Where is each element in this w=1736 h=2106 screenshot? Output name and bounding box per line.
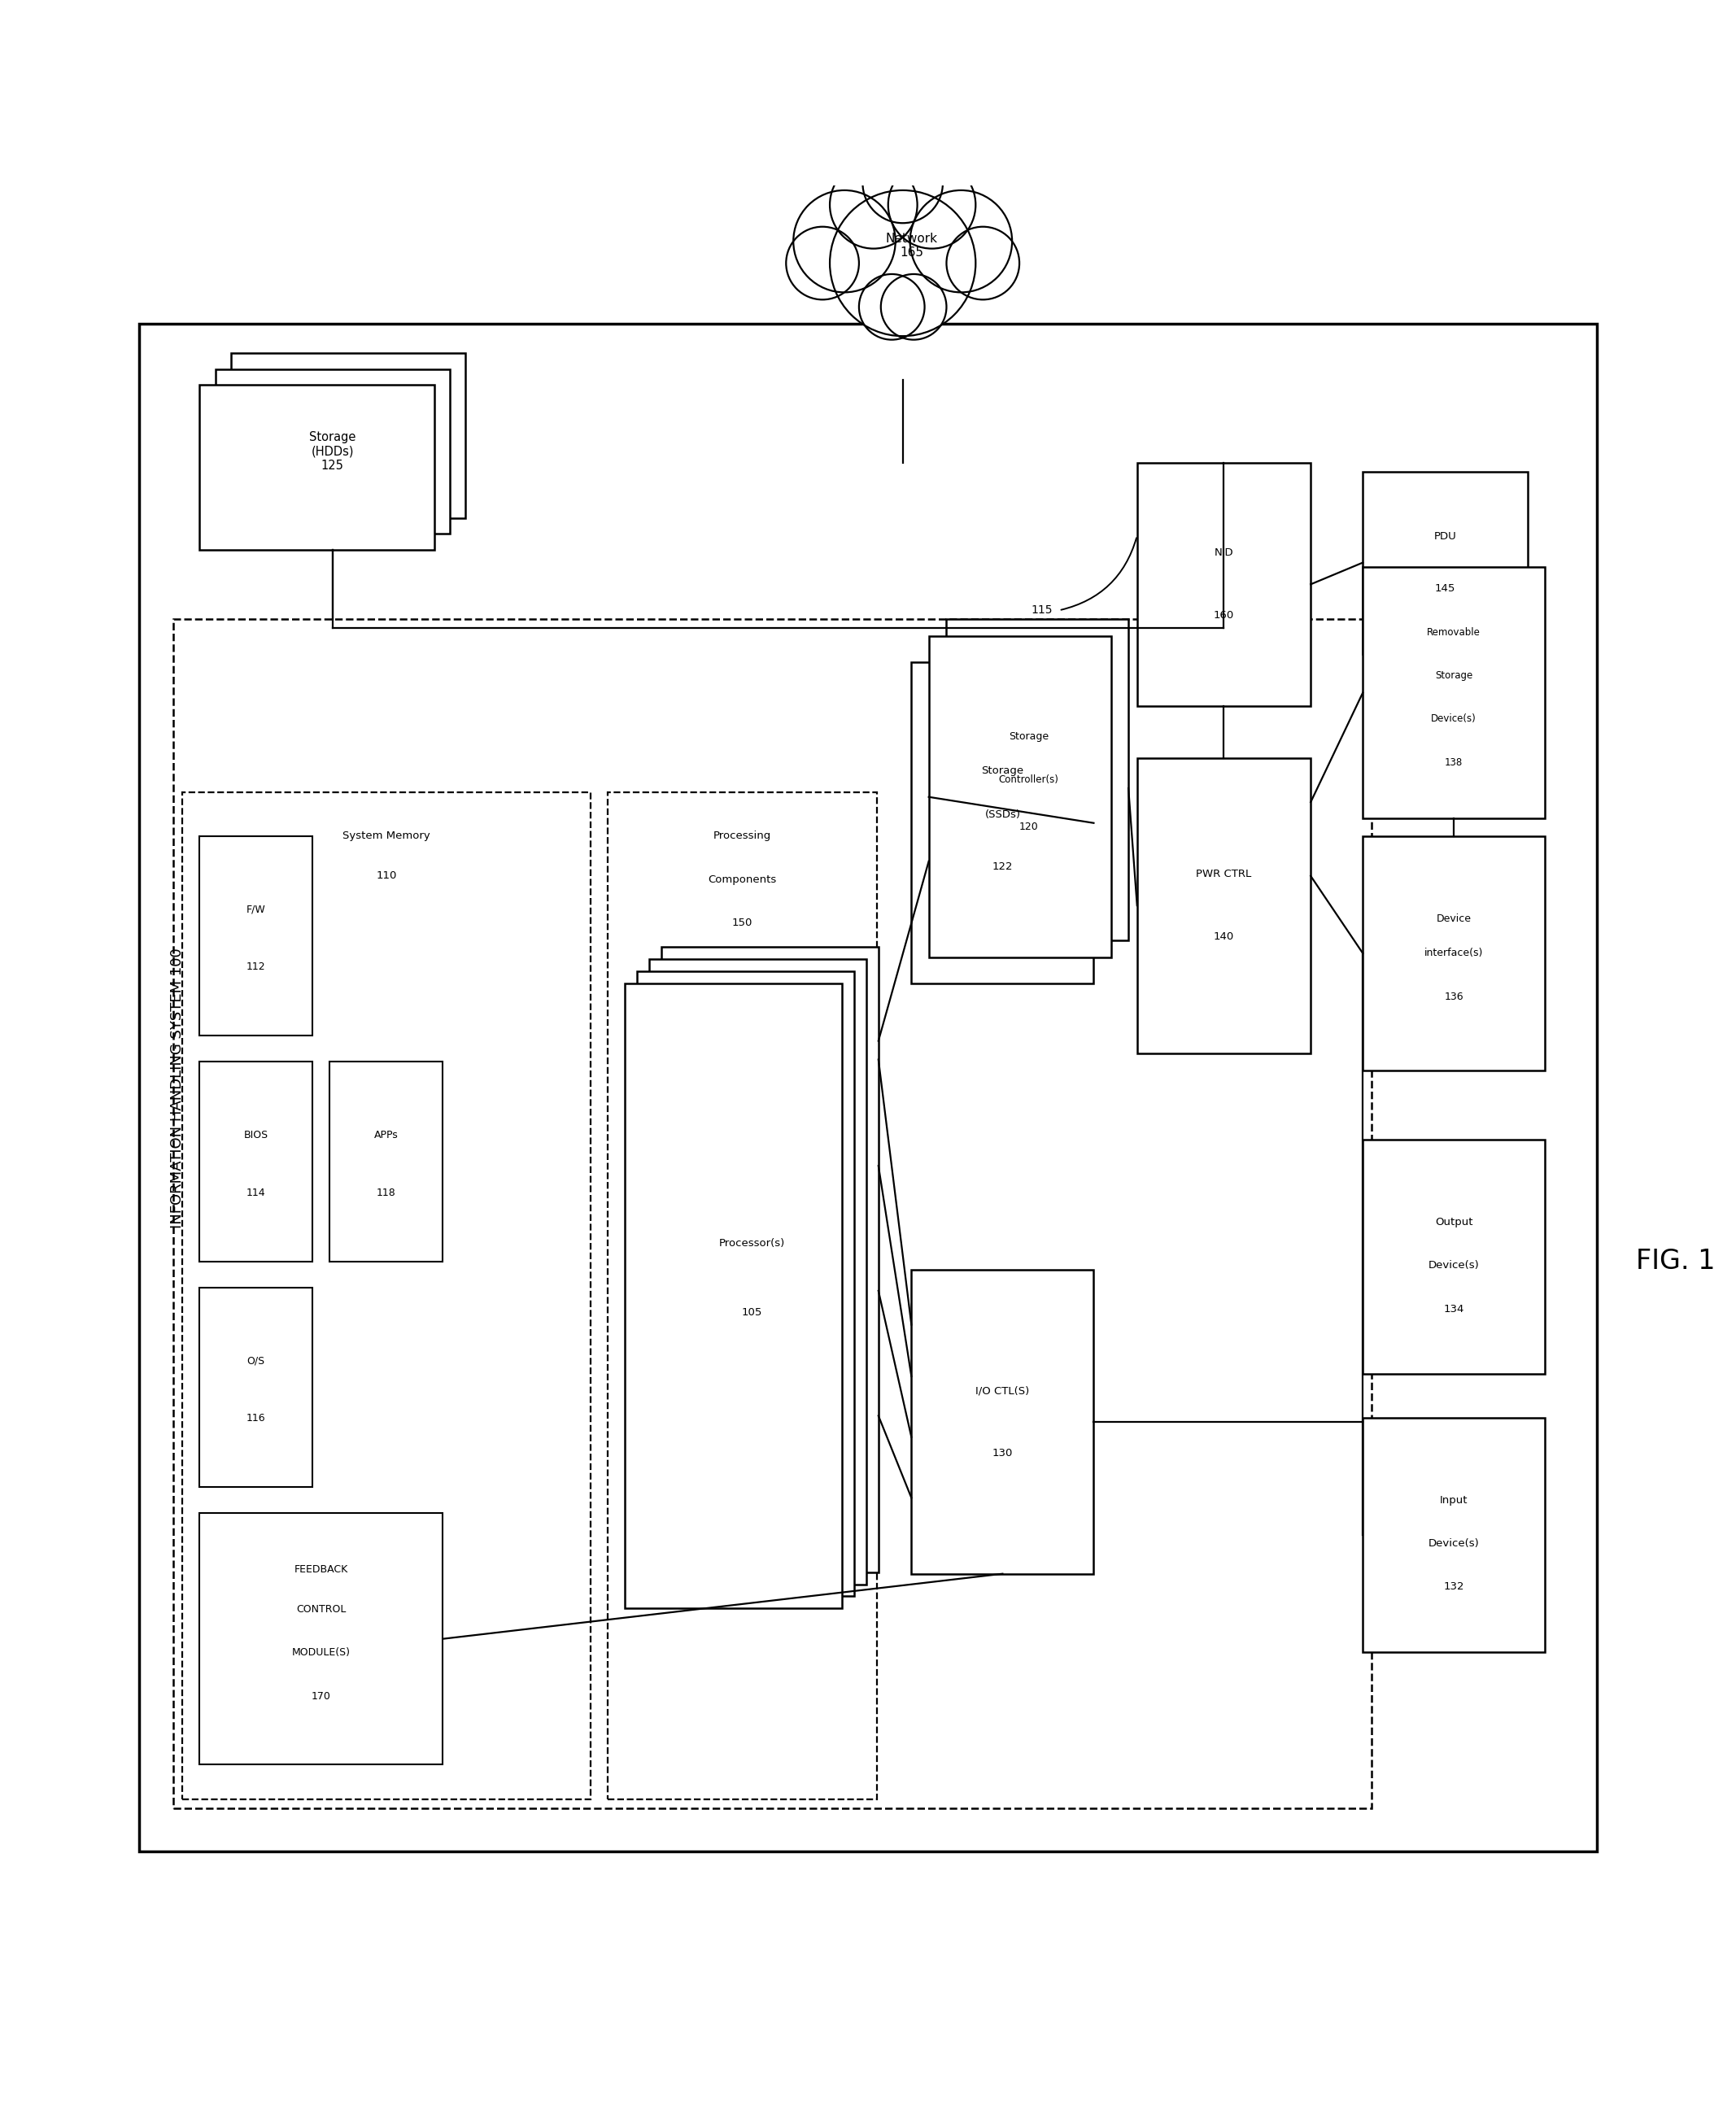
- Bar: [200, 836, 312, 1036]
- Text: 160: 160: [1213, 611, 1234, 621]
- Text: 130: 130: [993, 1447, 1012, 1459]
- Text: O/S: O/S: [247, 1356, 266, 1367]
- Bar: [1137, 758, 1311, 1053]
- Circle shape: [946, 227, 1019, 299]
- Text: System Memory: System Memory: [342, 830, 431, 840]
- Bar: [1363, 836, 1545, 1070]
- Text: BIOS: BIOS: [243, 1131, 269, 1141]
- Bar: [608, 792, 877, 1799]
- Bar: [330, 1061, 443, 1261]
- Bar: [231, 354, 465, 518]
- Text: Processing: Processing: [713, 830, 771, 840]
- Text: 145: 145: [1436, 583, 1455, 594]
- Text: I/O CTL(S): I/O CTL(S): [976, 1386, 1029, 1396]
- Bar: [911, 663, 1094, 984]
- Circle shape: [889, 160, 976, 249]
- Circle shape: [910, 190, 1012, 293]
- Text: NID: NID: [1213, 548, 1234, 558]
- Text: 114: 114: [247, 1188, 266, 1198]
- Text: Removable: Removable: [1427, 628, 1481, 638]
- Text: Storage: Storage: [1436, 670, 1472, 680]
- Text: 136: 136: [1444, 992, 1463, 1002]
- Circle shape: [859, 274, 925, 339]
- Bar: [200, 1061, 312, 1261]
- Text: Components: Components: [708, 874, 776, 885]
- Bar: [200, 1512, 443, 1765]
- Bar: [625, 984, 842, 1609]
- Text: 115: 115: [1031, 604, 1052, 617]
- Text: Device(s): Device(s): [1429, 1537, 1479, 1548]
- Text: 116: 116: [247, 1413, 266, 1424]
- Text: Device(s): Device(s): [1430, 714, 1477, 724]
- Bar: [911, 1270, 1094, 1573]
- Text: Storage: Storage: [1009, 731, 1049, 741]
- Text: 132: 132: [1444, 1582, 1463, 1592]
- Circle shape: [786, 227, 859, 299]
- Text: 110: 110: [377, 870, 396, 880]
- Bar: [139, 324, 1597, 1851]
- Bar: [215, 369, 450, 535]
- Text: Device(s): Device(s): [1429, 1259, 1479, 1270]
- Text: 118: 118: [377, 1188, 396, 1198]
- Bar: [1363, 1417, 1545, 1651]
- Circle shape: [830, 160, 917, 249]
- Text: INFORMATION HANDLING SYSTEM 100: INFORMATION HANDLING SYSTEM 100: [170, 948, 184, 1228]
- Bar: [661, 948, 878, 1571]
- Text: 140: 140: [1213, 931, 1234, 941]
- Text: FIG. 1: FIG. 1: [1635, 1249, 1715, 1274]
- Text: Controller(s): Controller(s): [998, 775, 1059, 786]
- Bar: [174, 619, 1371, 1809]
- Text: FEEDBACK: FEEDBACK: [293, 1565, 349, 1575]
- Text: PWR CTRL: PWR CTRL: [1196, 870, 1252, 880]
- Bar: [1363, 567, 1545, 819]
- Bar: [182, 792, 590, 1799]
- Circle shape: [793, 190, 896, 293]
- Text: F/W: F/W: [247, 903, 266, 916]
- Text: Output: Output: [1436, 1217, 1472, 1228]
- Circle shape: [880, 274, 946, 339]
- Text: 122: 122: [993, 861, 1012, 872]
- Text: 150: 150: [733, 918, 752, 929]
- Bar: [1363, 472, 1528, 653]
- Bar: [929, 636, 1111, 958]
- Text: interface(s): interface(s): [1425, 948, 1483, 958]
- Text: Device: Device: [1436, 914, 1472, 925]
- Text: Storage: Storage: [981, 767, 1024, 777]
- Bar: [649, 958, 866, 1584]
- Bar: [946, 619, 1128, 939]
- Circle shape: [830, 190, 976, 337]
- Text: PDU: PDU: [1434, 531, 1457, 541]
- Text: Input: Input: [1439, 1495, 1469, 1506]
- Circle shape: [863, 143, 943, 223]
- Text: 105: 105: [741, 1308, 762, 1318]
- Text: Storage
(HDDs)
125: Storage (HDDs) 125: [309, 432, 356, 472]
- Text: 120: 120: [1019, 821, 1038, 832]
- Text: (SSDs): (SSDs): [984, 809, 1021, 819]
- Text: Network
165: Network 165: [885, 232, 937, 259]
- Text: Processor(s): Processor(s): [719, 1238, 785, 1249]
- Text: 112: 112: [247, 962, 266, 973]
- Bar: [1137, 463, 1311, 706]
- Bar: [200, 385, 434, 550]
- Text: MODULE(S): MODULE(S): [292, 1647, 351, 1657]
- Bar: [200, 1287, 312, 1487]
- Text: 134: 134: [1444, 1304, 1463, 1314]
- Text: CONTROL: CONTROL: [297, 1605, 345, 1615]
- Text: 138: 138: [1444, 756, 1463, 767]
- Text: APPs: APPs: [375, 1131, 398, 1141]
- Bar: [1363, 1139, 1545, 1373]
- Text: 170: 170: [311, 1691, 332, 1702]
- Bar: [637, 971, 854, 1596]
